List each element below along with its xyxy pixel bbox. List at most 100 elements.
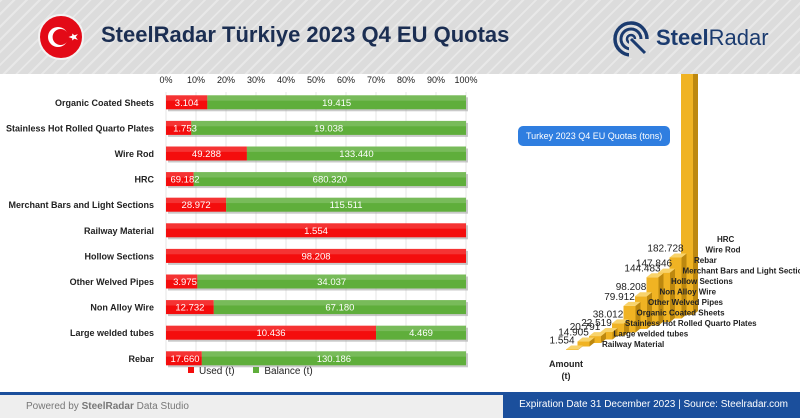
header-background-pattern — [0, 0, 800, 74]
amount-bar-top — [646, 273, 664, 278]
chart-legend: Used (t) Balance (t) — [188, 366, 329, 380]
bar-used — [166, 351, 202, 366]
x-tick-label: 80% — [397, 75, 415, 85]
category-label: Large welded tubes — [70, 328, 154, 338]
x-tick-label: 100% — [454, 75, 477, 85]
amount-bar-side — [578, 345, 583, 350]
amount-bar-top — [566, 345, 583, 350]
bar-highlight — [166, 146, 466, 152]
amount-bar-side — [601, 332, 606, 343]
value-label-balance: 133.440 — [339, 149, 373, 160]
amount-bar-top — [658, 268, 675, 273]
brand-name-radar: Radar — [708, 25, 769, 50]
category-label: Hollow Sections — [84, 251, 154, 261]
legend-swatch-used — [188, 367, 194, 373]
bar-highlight — [166, 274, 466, 280]
chart-tooltip: Turkey 2023 Q4 EU Quotas (tons) — [518, 126, 671, 146]
bar-used — [166, 300, 214, 315]
bar-balance — [193, 172, 466, 187]
amount-bar-side — [658, 273, 664, 326]
amount-category-label: Other Welved Pipes — [648, 298, 724, 307]
value-label-used: 12.732 — [175, 303, 204, 314]
bar-used — [166, 274, 198, 289]
x-tick-label: 0% — [159, 75, 172, 85]
bar-highlight — [166, 197, 466, 204]
footer-bar: Powered by SteelRadar Data Studio Expira… — [0, 392, 800, 418]
x-tick-label: 50% — [307, 75, 325, 85]
bar-used — [166, 248, 466, 263]
amount-bar-front — [566, 349, 578, 350]
x-tick-label: 60% — [337, 75, 355, 85]
amount-category-label: Railway Material — [602, 340, 664, 349]
amount-category-label: Non Alloy Wire — [660, 288, 717, 297]
amount-value-label: 14.905 — [558, 328, 589, 339]
bar-used — [166, 197, 227, 212]
amount-bar-top — [669, 253, 687, 258]
category-label: Other Welved Pipes — [70, 277, 154, 287]
category-label: Non Alloy Wire — [90, 303, 154, 313]
value-label-used: 49.288 — [192, 149, 221, 160]
powered-brand: SteelRadar — [81, 401, 134, 412]
value-label-used: 1.554 — [304, 226, 328, 237]
bar-used — [166, 223, 466, 238]
amount-category-label: Organic Coated Sheets — [637, 309, 726, 318]
amount-category-label: Rebar — [694, 256, 717, 265]
category-label: Rebar — [128, 354, 154, 364]
value-label-balance: 130.186 — [317, 354, 351, 365]
value-label-balance: 34.037 — [317, 277, 346, 288]
amount-bar-top — [623, 301, 641, 306]
powered-by-text: Powered by SteelRadar Data Studio — [26, 401, 189, 412]
category-label: Merchant Bars and Light Sections — [8, 200, 154, 210]
steelradar-logo[interactable]: SteelRadar — [612, 18, 782, 59]
bar-balance — [207, 95, 466, 110]
legend-item-used[interactable]: Used (t) — [188, 366, 235, 377]
x-tick-label: 40% — [277, 75, 295, 85]
bar-highlight — [166, 248, 466, 255]
amount-bar-top — [612, 319, 629, 324]
bar-highlight — [166, 325, 466, 332]
value-label-used: 98.208 — [301, 251, 330, 262]
bar-highlight — [166, 223, 466, 229]
amount-axis-unit: (t) — [562, 371, 571, 381]
bar-balance — [246, 146, 466, 161]
bar-used — [166, 146, 247, 161]
powered-prefix: Powered by — [26, 401, 82, 412]
amount-bar-side — [670, 268, 675, 322]
value-label-balance: 19.038 — [314, 123, 343, 134]
amount-category-label: HRC — [717, 235, 735, 244]
legend-label-balance: Balance (t) — [264, 366, 313, 377]
bar-highlight — [166, 300, 466, 306]
bar-used — [166, 120, 192, 135]
category-label: HRC — [135, 175, 155, 185]
bar-balance — [197, 274, 466, 289]
bar-used — [166, 95, 208, 110]
category-label: Railway Material — [84, 226, 154, 236]
category-label: Stainless Hot Rolled Quarto Plates — [6, 123, 154, 133]
amount-bar-side — [589, 337, 595, 347]
bar-highlight — [166, 120, 466, 127]
chart-area: 0% 10% 20% 30% 40% 50% 60% 70% 80% 90% 100% Organic… — [6, 74, 800, 381]
page-title: SteelRadar Türkiye 2023 Q4 EU Quotas — [101, 22, 510, 47]
value-label-used: 3.104 — [175, 98, 199, 109]
turkey-flag-icon — [38, 14, 84, 60]
amount-bar-front — [577, 341, 590, 347]
x-tick-label: 90% — [427, 75, 445, 85]
value-label-balance: 4.469 — [409, 328, 433, 339]
value-label-used: 69.182 — [170, 175, 199, 186]
amount-category-label: Merchant Bars and Light Sections — [683, 267, 800, 276]
steelradar-logo-icon — [613, 21, 649, 59]
brand-name: SteelRadar — [656, 25, 769, 51]
x-tick-label: 10% — [187, 75, 205, 85]
amount-bar-side — [681, 253, 687, 319]
bar-used — [166, 172, 194, 187]
bar-balance — [191, 120, 466, 135]
value-label-used: 3.975 — [173, 277, 197, 288]
bar-balance — [226, 197, 466, 212]
value-label-used: 10.436 — [256, 328, 285, 339]
amount-bar-top — [589, 332, 606, 337]
value-label-used: 28.972 — [182, 200, 211, 211]
expiration-source-text: Expiration Date 31 December 2023 | Sourc… — [503, 392, 800, 418]
amount-bar-top — [635, 292, 652, 297]
bar-balance — [213, 300, 466, 315]
legend-item-balance[interactable]: Balance (t) — [253, 366, 313, 377]
